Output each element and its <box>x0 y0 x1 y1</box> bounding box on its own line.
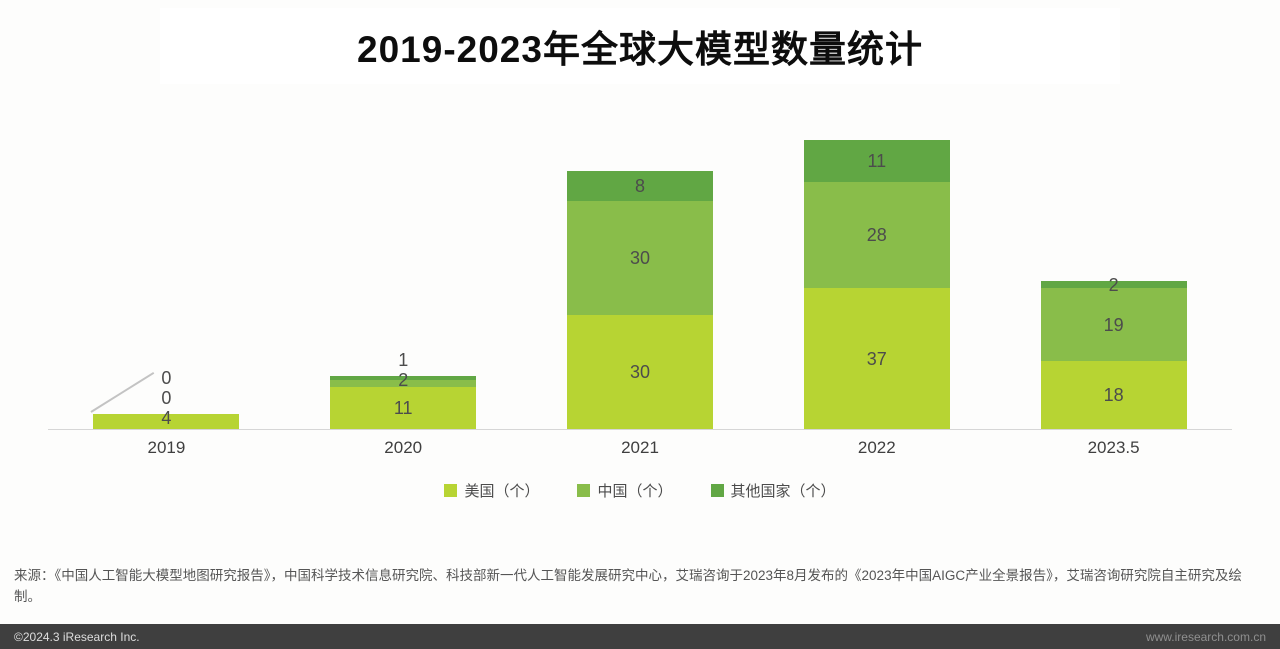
website-text: www.iresearch.com.cn <box>1145 629 1266 644</box>
bar-value-label: 28 <box>866 225 887 246</box>
legend-swatch <box>444 484 458 497</box>
legend-item: 其他国家（个） <box>710 480 836 501</box>
bar-value-label: 0 <box>161 367 172 388</box>
bar-segment <box>330 375 477 380</box>
bar-value-label: 11 <box>393 398 413 419</box>
bar-segment: 8 <box>566 170 713 201</box>
chart-area: 0 0 4 1 2 11 8 30 30 11 28 37 2 19 18 2019 2020 2021 2022… <box>48 128 1232 501</box>
bar-segment: 37 <box>803 288 950 429</box>
bar-segment: 30 <box>566 315 713 429</box>
bar-group-2022: 11 28 37 <box>758 128 995 429</box>
x-axis-label-2020: 2020 <box>384 438 423 457</box>
x-axis-label-2023.5: 2023.5 <box>1087 438 1140 457</box>
legend-label: 中国（个） <box>597 483 673 500</box>
footer-bar: ©2024.3 iResearch Inc. www.iresearch.com… <box>0 624 1280 649</box>
bar-stack: 11 <box>330 375 477 429</box>
x-axis-label-2021: 2021 <box>621 438 659 457</box>
x-axis-labels: 2019 2020 2021 2022 2023.5 <box>48 430 1232 458</box>
chart-legend: 美国（个） 中国（个） 其他国家（个） <box>48 480 1232 501</box>
bar-stack: 11 28 37 <box>803 140 950 429</box>
bar-value-label: 30 <box>629 248 650 268</box>
bar-segment <box>330 379 477 388</box>
bar-chart: 0 0 4 1 2 11 8 30 30 11 28 37 2 19 18 <box>48 128 1232 430</box>
bar-value-label: 2 <box>398 369 409 390</box>
chart-title-box: 2019-2023年全球大模型数量统计 <box>160 8 1120 84</box>
legend-swatch <box>577 484 591 497</box>
bar-stack: 19 18 <box>1040 280 1187 429</box>
legend-label: 其他国家（个） <box>730 483 836 500</box>
bar-value-label: 30 <box>629 362 650 382</box>
bar-segment: 18 <box>1040 360 1187 429</box>
bar-value-label: 8 <box>634 175 645 196</box>
bar-value-label: 4 <box>161 407 172 428</box>
bar-stack <box>93 413 240 429</box>
legend-item: 中国（个） <box>577 480 673 501</box>
bar-outside-labels: 2 <box>995 275 1232 295</box>
legend-item: 美国（个） <box>444 480 539 501</box>
bar-value-label: 1 <box>398 349 409 370</box>
bar-value-label: 19 <box>1103 314 1124 335</box>
chart-title: 2019-2023年全球大模型数量统计 <box>357 29 923 70</box>
bar-segment <box>93 413 240 429</box>
x-axis-label-2019: 2019 <box>147 438 186 457</box>
bar-segment: 11 <box>330 387 477 429</box>
bar-segment: 30 <box>566 201 713 315</box>
bar-value-label: 37 <box>866 348 887 369</box>
legend-swatch <box>710 484 724 497</box>
legend-label: 美国（个） <box>464 483 540 500</box>
bar-stack: 8 30 30 <box>566 170 713 429</box>
bar-group-2023.5: 2 19 18 <box>995 128 1232 429</box>
bar-segment: 19 <box>1040 288 1187 361</box>
bar-value-label: 18 <box>1103 384 1124 405</box>
source-note: 来源：《中国人工智能大模型地图研究报告》，中国科学技术信息研究院、科技部新一代人… <box>14 568 1242 604</box>
bar-value-label: 11 <box>867 151 887 172</box>
bar-segment: 11 <box>803 140 950 183</box>
bar-value-label: 0 <box>161 387 172 408</box>
copyright-text: ©2024.3 iResearch Inc. <box>14 629 140 644</box>
x-axis-label-2022: 2022 <box>857 438 896 457</box>
bar-segment <box>1040 280 1187 289</box>
bar-value-label: 2 <box>1108 274 1119 295</box>
bar-segment: 28 <box>803 182 950 289</box>
bar-group-2020: 1 2 11 <box>285 128 522 429</box>
bar-group-2021: 8 30 30 <box>522 128 759 429</box>
